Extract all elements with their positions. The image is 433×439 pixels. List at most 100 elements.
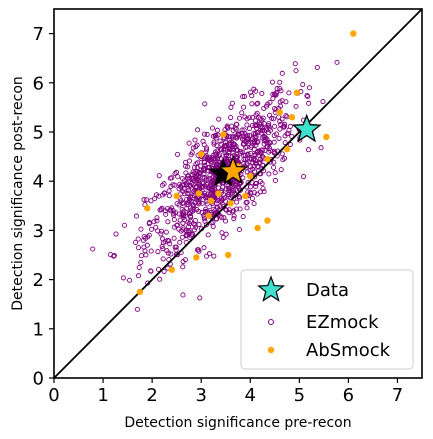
ezmock-point [210, 133, 216, 139]
ezmock-point [180, 292, 186, 298]
ezmock-point [260, 115, 266, 121]
ezmock-point [182, 257, 188, 263]
ezmock-point [251, 201, 257, 207]
ezmock-point [204, 147, 210, 153]
ezmock-point [277, 118, 283, 125]
data-star [291, 113, 322, 143]
ezmock-point [208, 160, 214, 166]
ezmock-point [186, 158, 192, 164]
ezmock-point [186, 140, 192, 146]
ezmock-point [314, 64, 320, 71]
ezmock-point [154, 215, 160, 221]
legend-label-absmock: AbSmock [306, 340, 391, 361]
ezmock-point [236, 226, 242, 233]
x-tick-label: 5 [294, 385, 305, 406]
ezmock-point [177, 196, 183, 202]
ezmock-point [171, 217, 177, 223]
ezmock-point [226, 149, 232, 156]
ezmock-point [198, 185, 204, 191]
ezmock-point [230, 133, 236, 139]
ezmock-point [252, 118, 258, 124]
ezmock-point [334, 59, 340, 65]
ezmock-point [158, 228, 164, 234]
ezmock-point [276, 114, 282, 120]
absmock-point [144, 205, 151, 212]
ezmock-point [212, 133, 218, 139]
ezmock-point [231, 216, 237, 222]
ezmock-point [206, 251, 212, 257]
ezmock-point [90, 246, 96, 252]
ezmock-point [204, 253, 210, 259]
ezmock-point [223, 218, 229, 224]
ezmock-point [244, 169, 250, 175]
ezmock-point [159, 182, 165, 188]
ezmock-point [261, 105, 267, 111]
ezmock-point [169, 175, 175, 181]
ezmock-point [176, 202, 182, 208]
ezmock-point [281, 124, 288, 130]
ezmock-point [138, 226, 144, 232]
ezmock-point [216, 116, 222, 122]
ezmock-point [171, 212, 177, 218]
legend-absmock-circle-icon [267, 346, 275, 354]
ezmock-point [225, 183, 231, 189]
ezmock-point [168, 251, 174, 257]
ezmock-point [113, 231, 119, 237]
ezmock-point [203, 206, 209, 212]
ezmock-point [179, 182, 185, 188]
ezmock-point [201, 216, 208, 222]
ezmock-point [259, 162, 266, 168]
ezmock-point [146, 232, 152, 238]
ezmock-point [166, 193, 172, 199]
ezmock-point [190, 145, 196, 151]
ezmock-point [305, 147, 312, 153]
ezmock-point [264, 139, 270, 145]
data-points [208, 113, 322, 187]
ezmock-point [244, 156, 251, 162]
ezmock-point [214, 127, 220, 133]
ezmock-point [234, 147, 240, 153]
ezmock-point [292, 61, 298, 67]
ezmock-point [252, 169, 258, 175]
ezmock-point [287, 141, 293, 148]
ezmock-point [254, 139, 260, 146]
ezmock-point [282, 140, 288, 146]
ezmock-point [241, 104, 247, 110]
ezmock-point [162, 239, 168, 245]
ezmock-point [194, 206, 200, 213]
diagonal-line [54, 9, 422, 378]
ezmock-point [266, 171, 272, 177]
ezmock-point [274, 86, 280, 92]
ezmock-point [196, 248, 202, 254]
ezmock-point [240, 136, 246, 142]
ezmock-point [136, 264, 142, 271]
ezmock-point [201, 245, 207, 251]
ezmock-point [244, 132, 251, 139]
ezmock-point [174, 222, 180, 228]
ezmock-point [127, 277, 133, 283]
ezmock-point [200, 166, 206, 172]
ezmock-point [226, 185, 232, 191]
ezmock-point [244, 122, 250, 128]
ezmock-point [239, 136, 245, 142]
ezmock-point [203, 154, 209, 160]
absmock-point [195, 190, 202, 197]
ezmock-point [172, 171, 178, 177]
ezmock-point [156, 173, 162, 179]
ezmock-point [159, 205, 165, 211]
absmock-point [264, 217, 271, 224]
legend-label-data: Data [306, 280, 349, 301]
ezmock-point [133, 213, 140, 219]
ezmock-point [236, 193, 242, 200]
ezmock-point [304, 92, 310, 98]
ezmock-point [244, 199, 250, 205]
x-axis-label: Detection significance pre-recon [124, 415, 351, 431]
ezmock-point [232, 125, 238, 131]
ezmock-point [277, 79, 283, 85]
ezmock-point [236, 115, 243, 121]
ezmock-point [253, 134, 259, 140]
absmock-point [276, 109, 283, 116]
ezmock-point [219, 230, 225, 236]
ezmock-point [268, 148, 274, 154]
ezmock-point [269, 115, 275, 121]
